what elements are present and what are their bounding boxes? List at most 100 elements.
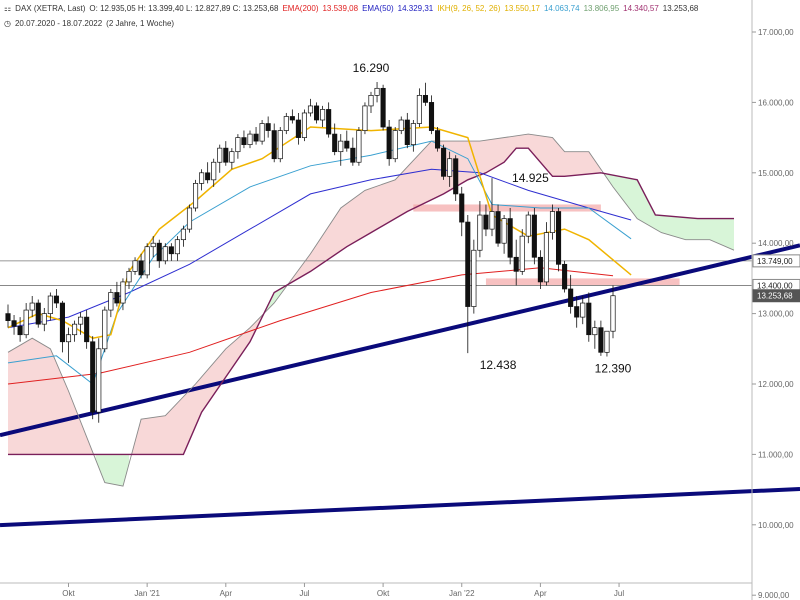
- price-annotation: 14.925: [512, 171, 549, 185]
- y-tick-label: 13.000,00: [758, 310, 794, 319]
- ikh-label[interactable]: IKH(9, 26, 52, 26): [437, 4, 501, 13]
- ichimoku-cloud: [8, 134, 734, 487]
- candle-body: [84, 316, 90, 343]
- candle-body: [96, 348, 102, 413]
- y-tick-label: 11.000,00: [758, 450, 794, 459]
- candle: [132, 257, 138, 275]
- candle: [392, 127, 398, 163]
- cloud-bearish: [8, 338, 93, 455]
- ikh-value-span-b: 14.340,57: [623, 4, 659, 13]
- candle: [422, 82, 429, 106]
- candle: [295, 112, 301, 145]
- candle-body: [174, 239, 180, 255]
- candle-body: [465, 221, 471, 307]
- candle-body: [17, 325, 23, 336]
- candle-body: [537, 256, 543, 283]
- trendline: [0, 243, 800, 438]
- candle-body: [41, 313, 47, 325]
- candle: [17, 317, 23, 342]
- candle: [65, 327, 72, 363]
- candle: [84, 310, 90, 349]
- candle: [574, 296, 580, 328]
- candle: [265, 116, 271, 138]
- candle: [35, 299, 41, 328]
- ikh-value-kijun: 14.063,74: [543, 4, 580, 13]
- candle: [513, 239, 519, 286]
- candle-body: [11, 320, 17, 327]
- candle-body: [320, 109, 326, 121]
- candle: [586, 292, 592, 342]
- candle: [507, 208, 513, 265]
- cloud-bullish: [603, 173, 734, 251]
- candle: [180, 225, 187, 247]
- candle-body: [598, 327, 604, 353]
- candle-body: [604, 330, 610, 353]
- period: (2 Jahre, 1 Woche): [106, 19, 175, 28]
- candle-body: [102, 309, 108, 350]
- candle: [555, 208, 562, 272]
- candle-body: [392, 130, 398, 160]
- candle: [483, 204, 489, 237]
- candle-body: [374, 87, 380, 96]
- candle: [5, 304, 11, 328]
- candle: [235, 134, 241, 159]
- candle-body: [301, 112, 308, 138]
- candle: [435, 127, 441, 152]
- candle: [465, 215, 471, 354]
- candle-body: [162, 246, 168, 262]
- candle: [259, 120, 265, 145]
- candle: [217, 144, 223, 173]
- candle-body: [580, 302, 586, 318]
- x-tick-label: Apr: [534, 589, 547, 598]
- x-tick-label: Apr: [220, 589, 233, 598]
- candle: [604, 330, 610, 357]
- ema200-value: 13.539,08: [322, 4, 359, 13]
- candle: [53, 288, 59, 308]
- candle-body: [477, 214, 483, 251]
- candle: [314, 102, 320, 124]
- y-tick-label: 9.000,00: [758, 591, 790, 600]
- candle: [229, 148, 235, 170]
- candle-body: [350, 147, 356, 163]
- candle-body: [132, 260, 138, 272]
- candle-body: [71, 323, 78, 336]
- candle-body: [247, 133, 253, 145]
- price-label: 13.253,68: [757, 292, 793, 301]
- candle-body: [422, 95, 429, 103]
- x-tick-label: Jul: [614, 589, 624, 598]
- y-tick-label: 14.000,00: [758, 239, 794, 248]
- candle: [320, 105, 326, 128]
- candle-body: [277, 130, 283, 160]
- candle: [338, 134, 344, 166]
- candle-body: [29, 302, 35, 311]
- candle: [410, 120, 416, 152]
- candle-body: [253, 133, 259, 142]
- candle-body: [144, 246, 150, 276]
- cloud-bullish: [265, 285, 287, 313]
- ema200-label[interactable]: EMA(200): [282, 4, 319, 13]
- chart-bars-icon[interactable]: ⚏: [4, 4, 12, 13]
- ema50-label[interactable]: EMA(50): [362, 4, 394, 13]
- candle: [162, 243, 168, 265]
- y-tick-label: 15.000,00: [758, 169, 794, 178]
- candle-body: [338, 140, 344, 153]
- candle-body: [362, 105, 368, 131]
- candle: [477, 200, 483, 258]
- candle: [549, 204, 556, 240]
- candle-body: [156, 242, 162, 262]
- candle: [138, 253, 144, 279]
- candle: [441, 144, 447, 180]
- chart-header-line-2: ◷ 20.07.2020 - 18.07.2022 (2 Jahre, 1 Woch…: [4, 19, 178, 28]
- candle: [495, 204, 501, 247]
- candle-body: [368, 95, 374, 107]
- price-annotation: 12.390: [595, 362, 632, 376]
- candle-body: [562, 263, 568, 290]
- candle: [120, 278, 126, 311]
- y-tick-label: 16.000,00: [758, 98, 794, 107]
- candle: [241, 130, 247, 149]
- chart-header-line-1: ⚏ DAX (XETRA, Last) O: 12.935,05 H: 13.399…: [4, 4, 702, 13]
- candle: [156, 239, 162, 268]
- candle-body: [229, 151, 235, 163]
- candle-body: [404, 119, 410, 145]
